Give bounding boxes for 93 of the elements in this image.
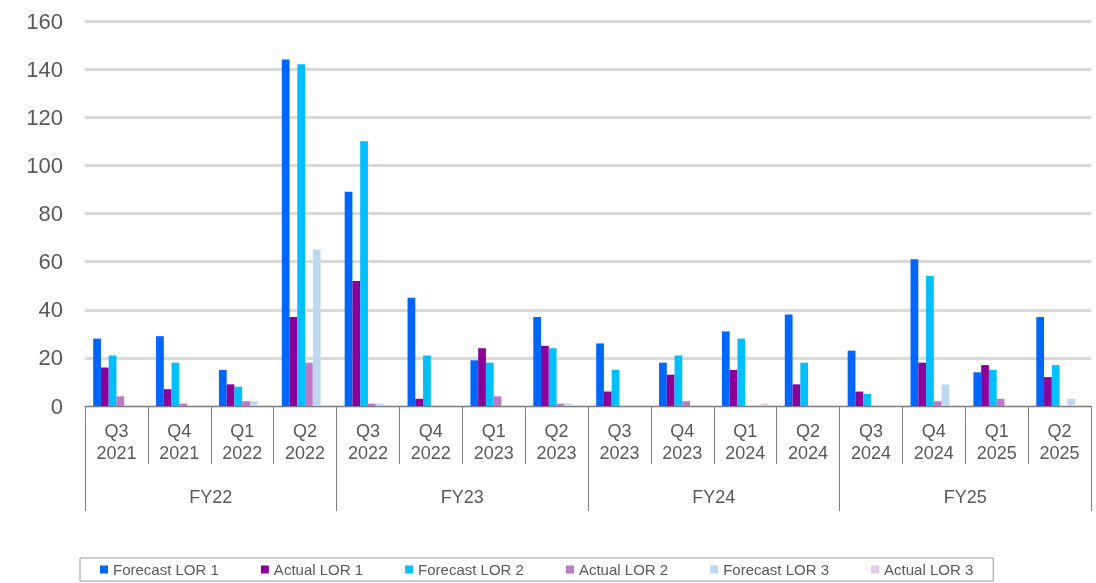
y-tick-label: 0 — [50, 393, 63, 419]
bar — [108, 355, 117, 406]
bar — [470, 360, 479, 406]
y-tick-label: 160 — [26, 8, 63, 34]
bar — [973, 372, 982, 406]
bar — [533, 316, 542, 406]
legend-label: Forecast LOR 3 — [723, 561, 830, 578]
bar — [847, 350, 856, 406]
bar — [249, 401, 258, 406]
legend-label: Actual LOR 3 — [884, 561, 974, 578]
bar — [100, 367, 109, 406]
bar — [784, 314, 793, 406]
bar — [548, 348, 557, 406]
bar — [116, 396, 125, 406]
bar — [485, 362, 494, 406]
y-tick-label: 100 — [26, 152, 63, 178]
bar — [910, 259, 919, 406]
x-tick-label: Q2 2024 — [788, 421, 829, 463]
bar — [156, 336, 164, 406]
x-tick-label: Q2 2023 — [536, 421, 577, 463]
bar — [415, 398, 424, 406]
y-tick-label: 20 — [38, 345, 63, 371]
bar — [344, 191, 353, 406]
bar — [792, 384, 801, 406]
bar — [659, 362, 667, 406]
bar — [855, 391, 864, 406]
legend-label: Actual LOR 1 — [273, 561, 364, 578]
bar — [596, 343, 604, 406]
bar — [312, 249, 321, 406]
bar — [1051, 365, 1060, 406]
bar — [674, 355, 683, 406]
x-tick-label: Q3 2022 — [347, 421, 388, 463]
bar — [737, 338, 746, 406]
y-tick-label: 40 — [38, 297, 63, 323]
x-tick-label: Q3 2024 — [850, 421, 891, 463]
x-tick-label: Q1 2025 — [976, 421, 1017, 463]
legend-label: Forecast LOR 2 — [418, 561, 524, 578]
text: FY22 — [189, 487, 233, 507]
bar — [1036, 316, 1045, 406]
bar — [800, 362, 809, 406]
bar — [666, 374, 675, 406]
x-tick-label: Q2 2022 — [285, 421, 326, 463]
y-tick-label: 80 — [38, 201, 63, 226]
x-tick-label: Q2 2025 — [1039, 421, 1080, 463]
bar — [493, 396, 502, 406]
x-tick-label: Q4 2021 — [159, 421, 200, 463]
bar — [1067, 398, 1076, 406]
bar — [226, 384, 235, 406]
x-tick-label: Q1 2024 — [725, 421, 766, 463]
legend-label: Actual LOR 2 — [578, 561, 669, 578]
legend-label: Forecast LOR 1 — [113, 561, 219, 578]
bar — [541, 345, 549, 406]
bar — [682, 401, 691, 406]
y-tick-label: 140 — [26, 56, 63, 82]
y-tick-label: 120 — [26, 104, 63, 130]
x-tick-label: Q3 2021 — [96, 421, 137, 463]
x-tick-label: Q1 2023 — [473, 421, 514, 463]
bar — [242, 401, 250, 406]
text: FY24 — [692, 487, 736, 507]
bar — [988, 369, 997, 406]
x-tick-label: Q4 2022 — [410, 421, 451, 463]
bar — [163, 389, 172, 406]
x-tick-label: Q3 2023 — [599, 421, 640, 463]
bar — [407, 297, 416, 406]
text: FY23 — [440, 487, 484, 507]
bar — [863, 393, 871, 406]
bar — [1044, 377, 1052, 406]
bar — [234, 386, 243, 406]
bar — [289, 316, 298, 406]
bar — [297, 64, 306, 406]
bar — [360, 141, 368, 406]
bar — [478, 348, 486, 406]
bar — [423, 355, 431, 406]
text: FY25 — [943, 487, 987, 507]
bar — [918, 362, 927, 406]
y-tick-label: 60 — [38, 249, 63, 275]
bar — [171, 362, 180, 406]
bar — [281, 59, 290, 406]
bar — [729, 369, 738, 406]
bar — [611, 369, 620, 406]
bar — [603, 391, 612, 406]
bar — [926, 276, 934, 406]
bar — [981, 365, 989, 406]
bar — [93, 338, 101, 406]
bar — [218, 369, 227, 406]
x-tick-label: Q4 2024 — [913, 421, 954, 463]
x-tick-label: Q1 2022 — [222, 421, 263, 463]
bar — [305, 362, 313, 406]
bar — [721, 331, 730, 406]
bar — [933, 401, 942, 406]
bar — [352, 280, 361, 406]
bar — [941, 384, 950, 406]
x-tick-label: Q4 2023 — [662, 421, 703, 463]
